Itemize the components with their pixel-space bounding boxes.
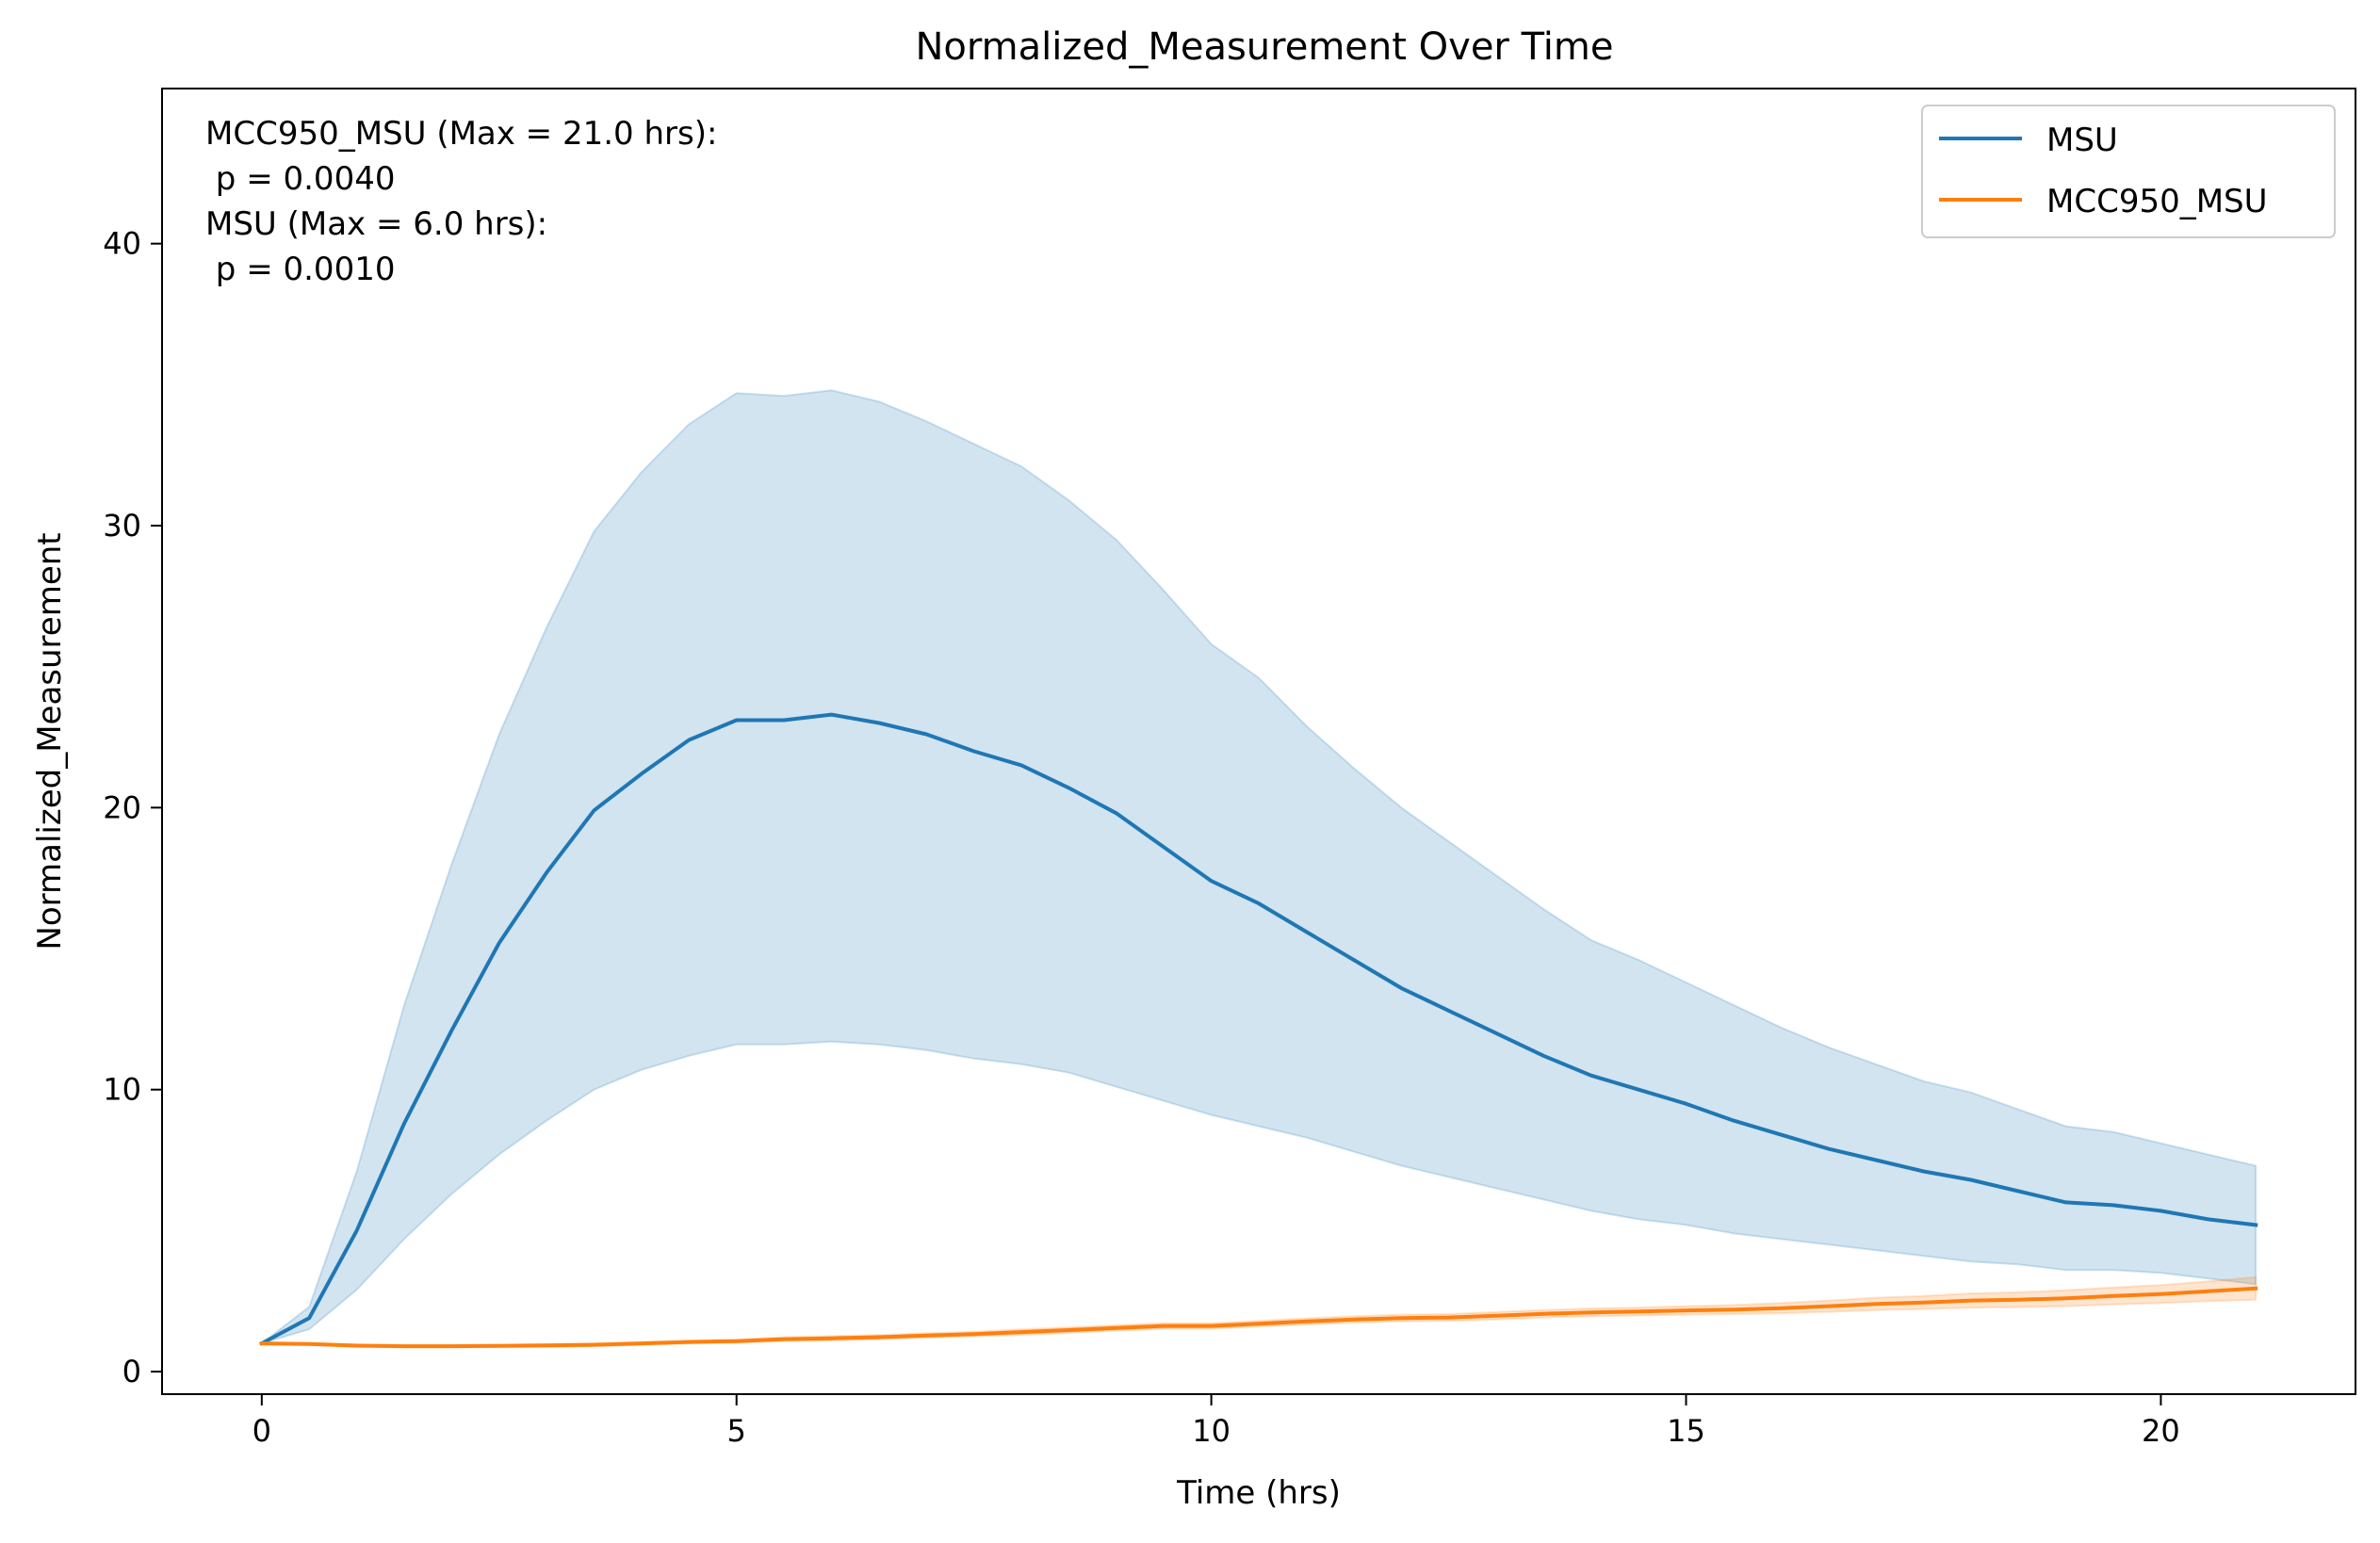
y-tick-label: 0 xyxy=(122,1354,141,1389)
y-tick-label: 10 xyxy=(103,1072,141,1108)
axes-frame xyxy=(161,88,2356,1395)
legend-label-mcc950-msu: MCC950_MSU xyxy=(2046,183,2268,220)
x-axis: 0 5 10 15 20 xyxy=(253,1394,2180,1449)
series-line-mcc950-msu xyxy=(259,1286,2258,1349)
legend: MSU MCC950_MSU xyxy=(1921,105,2336,238)
y-tick-label: 20 xyxy=(103,789,141,825)
x-tick-label: 5 xyxy=(727,1413,746,1449)
x-tick-label: 0 xyxy=(253,1413,271,1449)
x-axis-label: Time (hrs) xyxy=(1176,1474,1341,1512)
y-axis-label: Normalized_Measurement xyxy=(31,532,69,950)
chart-title: Normalized_Measurement Over Time xyxy=(916,25,1614,69)
x-tick-label: 20 xyxy=(2142,1413,2180,1449)
series-line-msu xyxy=(259,712,2258,1346)
plot-area xyxy=(259,389,2258,1349)
legend-label-msu: MSU xyxy=(2046,122,2118,159)
stats-annotation: MCC950_MSU (Max = 21.0 hrs): p = 0.0040 … xyxy=(205,115,717,288)
annotation-line-1: MCC950_MSU (Max = 21.0 hrs): xyxy=(205,115,717,153)
x-tick-label: 15 xyxy=(1667,1413,1705,1449)
y-tick-label: 40 xyxy=(103,226,141,262)
x-tick-label: 10 xyxy=(1192,1413,1231,1449)
y-tick-label: 30 xyxy=(103,508,141,544)
legend-box xyxy=(1921,105,2336,238)
annotation-line-2: p = 0.0040 xyxy=(205,160,395,198)
y-axis: 0 10 20 30 40 xyxy=(103,226,162,1389)
annotation-line-3: MSU (Max = 6.0 hrs): xyxy=(205,205,547,243)
annotation-line-4: p = 0.0010 xyxy=(205,251,395,288)
